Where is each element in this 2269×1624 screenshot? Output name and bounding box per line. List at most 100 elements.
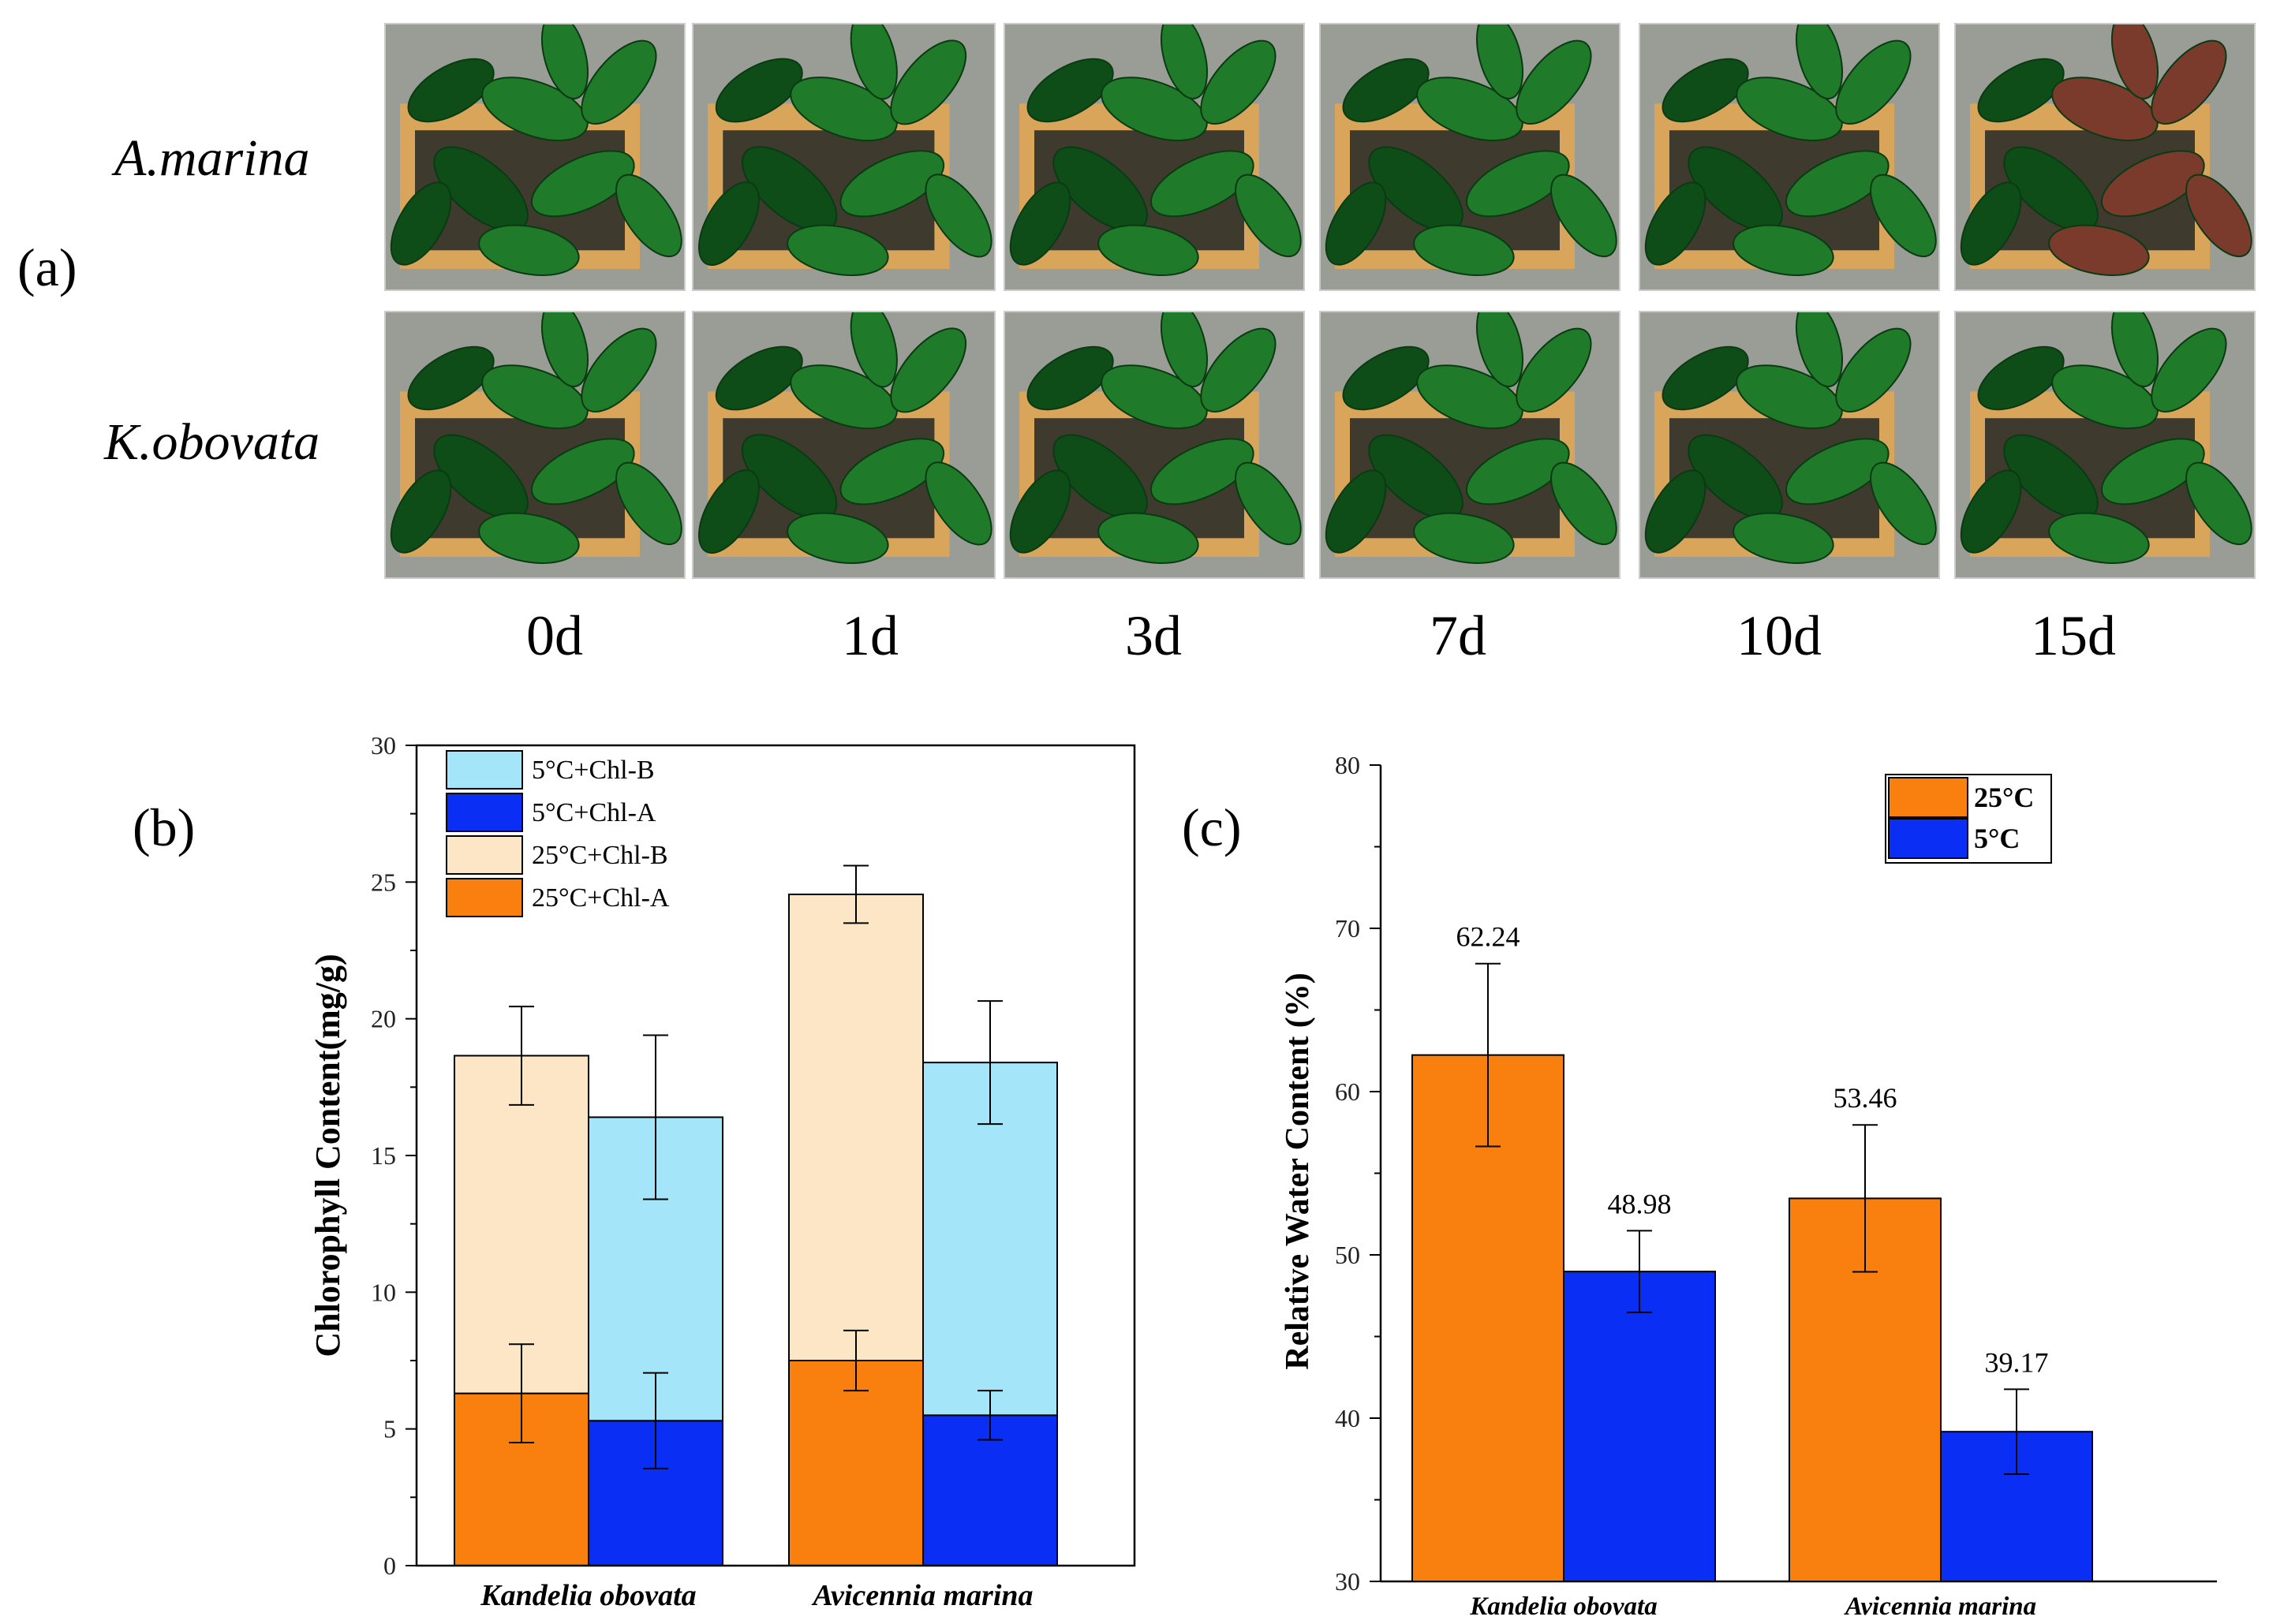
x-category-label: Kandelia obovata [1469,1592,1657,1621]
leaf [541,312,589,388]
y-tick-label: 10 [371,1278,396,1306]
plant-photo [1639,311,1940,579]
plant-photo [1004,23,1305,291]
photo-content [1955,24,2255,290]
photo-border [1639,311,1940,579]
leaf [1662,345,1749,411]
leaf [390,469,452,554]
leaf [581,327,657,413]
plant-photo [1954,311,2256,579]
y-tick-label: 25 [371,868,396,896]
leaf [715,58,803,123]
panel-a-photos: (a) A.marina K.obovata 0d 1d 3d 7d 10d 15d [17,23,2256,667]
leaf [530,438,635,506]
leaf [1644,469,1706,554]
photo-border [692,23,996,291]
photo-border [1319,23,1620,291]
leaf [1026,58,1114,123]
leaf [1149,438,1254,506]
plant-photo [384,23,686,291]
leaf [2100,438,2205,506]
leaf [1413,224,1515,276]
leaf [1870,174,1937,258]
leaf [1009,469,1071,554]
chart-c-water-content: (c) 30 40 50 60 70 80 62.24 48.98 Kandelia obova… [1182,751,2217,1621]
photo-border [692,311,996,579]
legend-label: 25°C [1974,782,2034,813]
leaf [697,469,760,554]
y-tick-label: 30 [371,731,396,760]
data-label: 48.98 [1608,1188,1672,1219]
leaf [2111,312,2159,388]
photo-content [385,312,685,578]
leaf [715,345,803,411]
leaf [1149,150,1254,218]
leaf [2048,224,2150,276]
plant-photo [1319,311,1620,579]
leaf [1733,512,1834,564]
bar-segment-chl-a [788,1360,924,1566]
plot-frame [415,744,1136,1567]
leaf [1342,58,1430,123]
leaf [478,224,580,276]
legend-swatch [446,835,523,875]
leaf [2111,24,2159,100]
leaf [1835,327,1912,413]
leaf [1977,345,2065,411]
y-tick-label: 20 [371,1005,396,1033]
day-label: 15d [2031,604,2116,667]
chart-b-chlorophyll: (b) 0 5 10 15 20 25 30 Kandelia obovata Avicenni… [133,731,1136,1612]
legend-label: 5°C+Chl-A [532,798,656,827]
plant-photo [1639,23,1940,291]
data-label: 39.17 [1985,1346,2049,1378]
leaf [1662,58,1749,123]
leaf [1342,345,1430,411]
leaf [787,512,889,564]
x-category-label: Kandelia obovata [480,1579,696,1612]
legend-swatch [1888,777,1968,818]
leaf [407,58,495,123]
leaf [1796,312,1843,388]
photo-content [1639,24,1939,290]
y-tick-label: 60 [1335,1077,1360,1106]
leaf [1200,327,1277,413]
photo-content [1004,24,1304,290]
photo-border [1004,311,1305,579]
y-tick-label: 30 [1335,1567,1360,1596]
leaf [2048,512,2150,564]
leaf [925,174,992,258]
leaf [1097,512,1199,564]
leaf [1235,174,1302,258]
photo-content [1004,312,1304,578]
leaf [890,327,967,413]
photo-border [1639,23,1940,291]
leaf [839,438,945,506]
x-category-label: Avicennia marina [1844,1592,2036,1621]
leaf [541,24,589,100]
plant-photo [692,23,996,291]
photo-grid [384,23,2256,579]
leaf [530,150,635,218]
photo-content [1955,312,2255,578]
species-label-k-obovata: K.obovata [103,413,320,471]
leaf [1516,39,1592,125]
plant-photo [384,311,686,579]
plant-photo [1004,311,1305,579]
leaf [2151,39,2227,125]
leaf [1476,24,1523,100]
leaf [1870,461,1937,546]
leaf [1550,174,1617,258]
photo-content [385,24,685,290]
leaf [1733,224,1834,276]
legend-swatch [446,793,523,832]
leaf [1200,39,1277,125]
y-axis-label: Chlorophyll Content(mg/g) [308,954,347,1357]
leaf [1835,39,1912,125]
leaf [1644,181,1706,266]
leaf [1009,181,1071,266]
plant-photo [1954,23,2256,291]
photo-border [1319,311,1620,579]
leaf [850,24,898,100]
leaf [1235,461,1302,546]
